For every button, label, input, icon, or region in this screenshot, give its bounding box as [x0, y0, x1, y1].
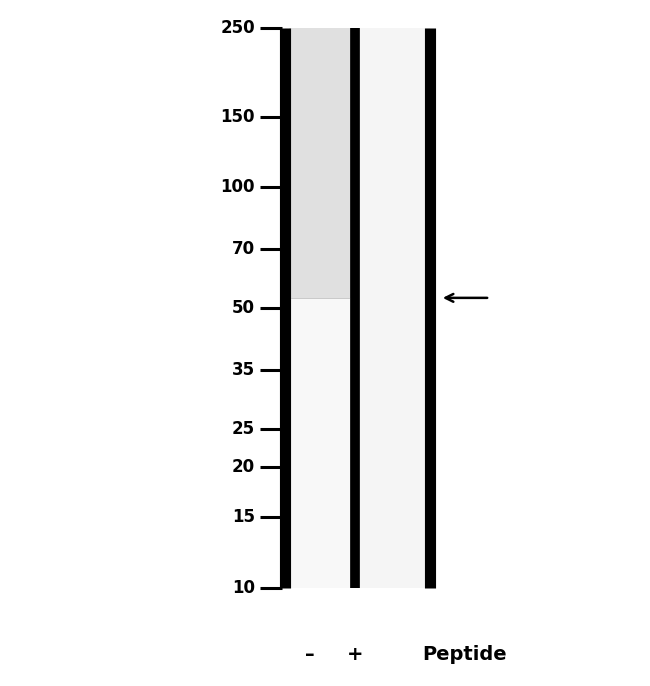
Text: 25: 25	[232, 420, 255, 438]
Bar	[285, 28, 355, 588]
Bar	[289, 298, 355, 588]
Text: +: +	[346, 646, 363, 665]
Text: 15: 15	[232, 508, 255, 526]
Bar	[355, 28, 430, 588]
Text: 100: 100	[220, 178, 255, 196]
Text: 250: 250	[220, 19, 255, 37]
Text: –: –	[306, 646, 315, 665]
Text: 20: 20	[232, 458, 255, 476]
Text: 35: 35	[232, 361, 255, 379]
Text: Peptide: Peptide	[422, 646, 507, 665]
Text: 70: 70	[232, 241, 255, 259]
Text: 10: 10	[232, 579, 255, 597]
Bar	[359, 28, 426, 588]
Bar	[289, 28, 355, 298]
Text: 150: 150	[220, 108, 255, 126]
Text: 50: 50	[232, 299, 255, 317]
